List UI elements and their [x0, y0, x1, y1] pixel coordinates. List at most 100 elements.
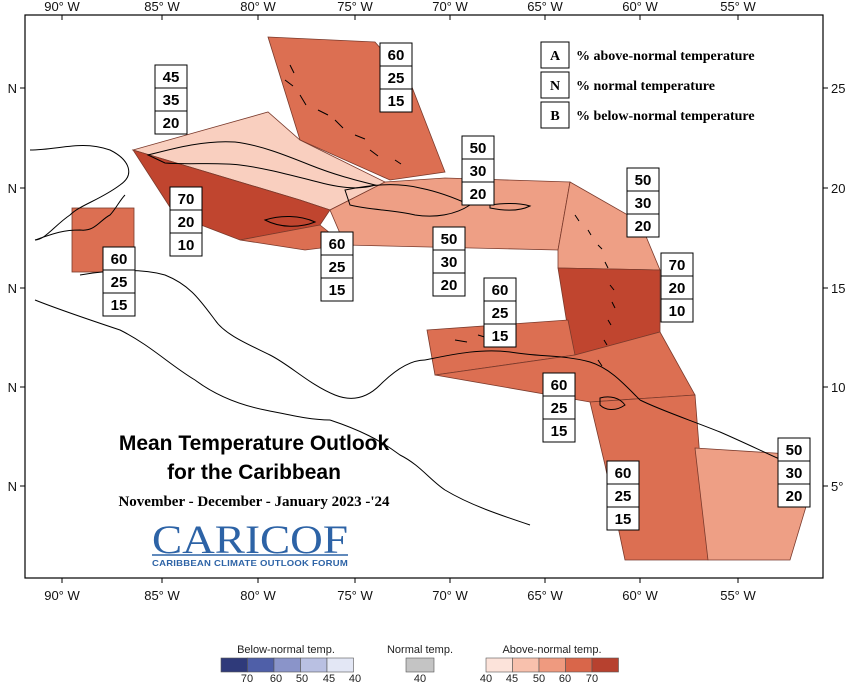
forecast-above-value: 45 — [163, 69, 180, 86]
forecast-box-leeward: 50 30 20 — [626, 167, 660, 238]
coastline-lesser-antilles — [574, 214, 616, 367]
lat-tick-right-4: 5° — [831, 479, 843, 494]
coastline-central-america — [79, 270, 426, 399]
lon-tick-top-5: 65° W — [527, 0, 563, 14]
key-letter-b: B — [550, 109, 559, 124]
colorbar-above-tick-3: 60 — [559, 673, 571, 684]
forecast-below-value: 20 — [163, 115, 180, 132]
forecast-above-value: 70 — [178, 191, 195, 208]
forecast-cell — [626, 213, 660, 238]
key-row-normal: N % normal temperature — [540, 71, 715, 99]
lon-tick-bottom-4: 70° W — [432, 588, 468, 603]
lon-tick-top-0: 90° W — [44, 0, 80, 14]
colorbar-above-tick-0: 40 — [480, 673, 492, 684]
forecast-cell — [102, 292, 136, 317]
coastline-bahamas — [284, 64, 402, 165]
colorbar-swatch — [220, 657, 248, 673]
lat-tick-left-3: N — [8, 380, 17, 395]
logo-tagline: CARIBBEAN CLIMATE OUTLOOK FORUM — [152, 558, 348, 568]
forecast-normal-value: 25 — [329, 259, 346, 276]
lat-tick-left-4: N — [8, 479, 17, 494]
lon-tick-top-7: 55° W — [720, 0, 756, 14]
coastline-colombia — [329, 419, 531, 526]
lat-tick-left-0: N — [8, 81, 17, 96]
coastline-jamaica — [263, 216, 317, 227]
forecast-below-value: 10 — [669, 303, 686, 320]
forecast-above-value: 60 — [492, 282, 509, 299]
forecast-box-windward: 70 20 10 — [660, 252, 694, 323]
colorbar-swatch — [273, 657, 301, 673]
forecast-box-cuba: 45 35 20 — [154, 64, 188, 135]
lon-tick-bottom-7: 55° W — [720, 588, 756, 603]
forecast-above-value: 60 — [551, 377, 568, 394]
colorbar-swatch — [565, 657, 593, 673]
lon-tick-bottom-5: 65° W — [527, 588, 563, 603]
forecast-below-value: 15 — [111, 297, 128, 314]
forecast-below-value: 20 — [441, 277, 458, 294]
forecast-normal-value: 30 — [470, 163, 487, 180]
forecast-below-value: 15 — [388, 93, 405, 110]
forecast-above-value: 60 — [615, 465, 632, 482]
forecast-box-trinidad: 60 25 15 — [542, 372, 576, 443]
colorbar-swatch — [247, 657, 275, 673]
colorbar-normal-title: Normal temp. — [387, 644, 453, 656]
forecast-normal-value: 20 — [178, 214, 195, 231]
map-title-line2: for the Caribbean — [167, 461, 341, 484]
key-row-below: B % below-normal temperature — [540, 101, 755, 129]
forecast-box-belize: 60 25 15 — [102, 246, 136, 317]
forecast-normal-value: 25 — [388, 70, 405, 87]
colorbar-above-tick-1: 45 — [506, 673, 518, 684]
colorbar-swatch — [538, 657, 566, 673]
forecast-cell — [320, 277, 354, 302]
colorbar-above-tick-2: 50 — [533, 673, 545, 684]
colorbar-swatch — [512, 657, 540, 673]
forecast-cell — [432, 272, 466, 297]
abn-key: A % above-normal temperature N % normal … — [540, 41, 755, 129]
forecast-below-value: 20 — [470, 186, 487, 203]
coastline-venezuela — [424, 350, 641, 401]
forecast-cell — [660, 298, 694, 323]
colorbar-swatch — [300, 657, 328, 673]
lon-ticks-bottom: 90° W 85° W 80° W 75° W 70° W 65° W 60° … — [44, 588, 756, 603]
lon-tick-top-2: 80° W — [240, 0, 276, 14]
coastline-yucatan — [34, 194, 126, 241]
lon-tick-bottom-6: 60° W — [622, 588, 658, 603]
forecast-normal-value: 20 — [669, 280, 686, 297]
colorbar-normal — [405, 657, 435, 673]
coastline-mexico-gulf — [29, 145, 130, 241]
forecast-box-hispaniola: 50 30 20 — [461, 135, 495, 206]
key-row-above: A % above-normal temperature — [540, 41, 755, 69]
colorbar-above-title: Above-normal temp. — [502, 644, 601, 656]
colorbar-swatch — [326, 657, 354, 673]
lat-tick-right-2: 15 — [831, 281, 845, 296]
forecast-above-value: 60 — [111, 251, 128, 268]
lon-tick-top-1: 85° W — [144, 0, 180, 14]
lon-tick-top-4: 70° W — [432, 0, 468, 14]
colorbar-below-tick-1: 60 — [270, 673, 282, 684]
lat-ticks-right: 25 20 15 10 5° — [831, 81, 845, 494]
forecast-box-hispaniola-south: 50 30 20 — [432, 226, 466, 297]
colorbar-normal-tick-0: 40 — [414, 673, 426, 684]
tick-marks — [20, 15, 828, 583]
key-letter-a: A — [550, 49, 561, 64]
forecast-normal-value: 25 — [551, 400, 568, 417]
lat-ticks-left: N N N N N — [8, 81, 17, 494]
forecast-box-cayman-jamaica: 70 20 10 — [169, 186, 203, 257]
forecast-cell — [154, 110, 188, 135]
forecast-below-value: 20 — [635, 218, 652, 235]
lon-tick-bottom-3: 75° W — [337, 588, 373, 603]
lon-tick-top-3: 75° W — [337, 0, 373, 14]
forecast-boxes: 60 25 15 45 35 20 70 20 10 60 25 15 60 25 15 50 30 2… — [102, 42, 811, 531]
map-title-line1: Mean Temperature Outlook — [119, 432, 390, 455]
forecast-below-value: 15 — [615, 511, 632, 528]
forecast-cell — [379, 88, 413, 113]
colorbar-swatch — [591, 657, 619, 673]
colorbar-above-tick-4: 70 — [586, 673, 598, 684]
lon-ticks-top: 90° W 85° W 80° W 75° W 70° W 65° W 60° … — [44, 0, 756, 14]
forecast-cell — [542, 418, 576, 443]
colorbar-below-tick-4: 40 — [349, 673, 361, 684]
lon-tick-bottom-1: 85° W — [144, 588, 180, 603]
forecast-below-value: 15 — [551, 423, 568, 440]
forecast-above-value: 50 — [786, 442, 803, 459]
